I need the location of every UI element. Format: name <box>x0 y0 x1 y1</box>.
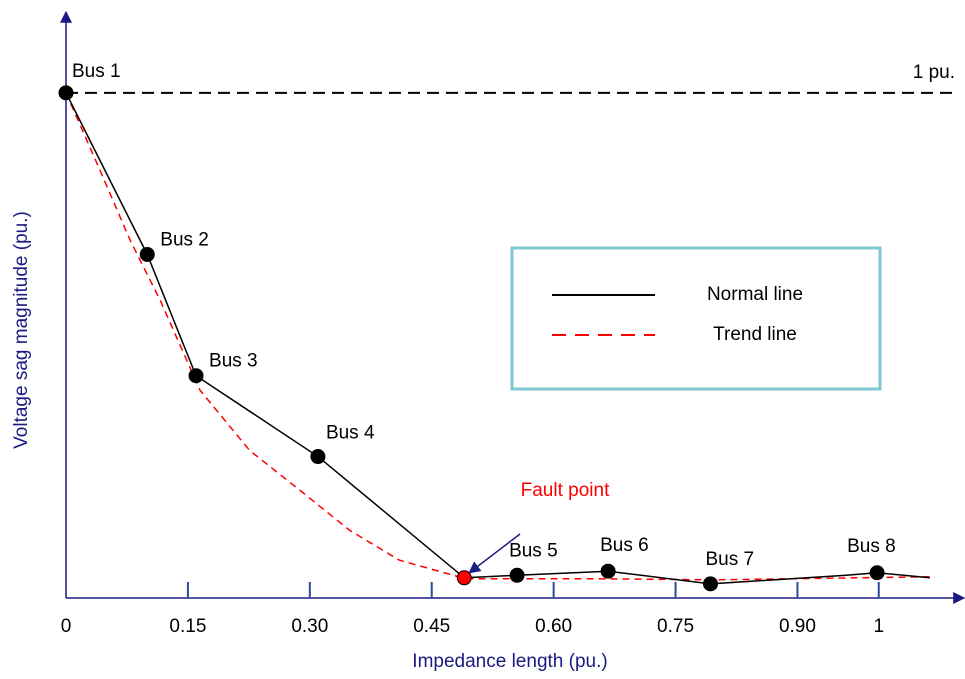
fault-arrow <box>468 533 521 574</box>
bus-label: Bus 8 <box>847 536 896 557</box>
x-tick-label: 0.75 <box>657 616 694 637</box>
x-axis-label: Impedance length (pu.) <box>412 651 607 672</box>
series-line <box>65 92 930 581</box>
legend-label: Trend line <box>713 324 797 345</box>
bus-marker <box>188 368 204 384</box>
x-tick-label: 0.90 <box>779 616 816 637</box>
bus-marker <box>702 576 718 592</box>
x-tick-label: 1 <box>873 616 884 637</box>
bus-label: Bus 4 <box>326 423 375 444</box>
bus-marker <box>139 246 155 262</box>
legend-label: Normal line <box>707 284 803 305</box>
bus-marker <box>600 563 616 579</box>
bus-label: Bus 2 <box>160 229 209 250</box>
bus-marker <box>509 567 525 583</box>
x-tick-label: 0.15 <box>169 616 206 637</box>
bus-marker <box>869 565 885 581</box>
x-tick-label: 0 <box>61 616 72 637</box>
y-axis-label: Voltage sag magnitude (pu.) <box>11 211 32 449</box>
x-tick-label: 0.30 <box>291 616 328 637</box>
bus-label: Bus 6 <box>600 535 649 556</box>
bus-marker <box>310 449 326 465</box>
bus-label: Bus 7 <box>705 549 754 570</box>
bus-label: Bus 1 <box>72 61 121 82</box>
x-tick-label: 0.45 <box>413 616 450 637</box>
x-tick-label: 0.60 <box>535 616 572 637</box>
bus-marker <box>58 85 74 101</box>
bus-label: Bus 3 <box>209 351 258 372</box>
bus-label: Bus 5 <box>509 540 558 561</box>
reference-label: 1 pu. <box>913 62 955 83</box>
legend-box <box>510 246 882 391</box>
fault-marker <box>456 570 472 586</box>
fault-label: Fault point <box>521 480 610 501</box>
